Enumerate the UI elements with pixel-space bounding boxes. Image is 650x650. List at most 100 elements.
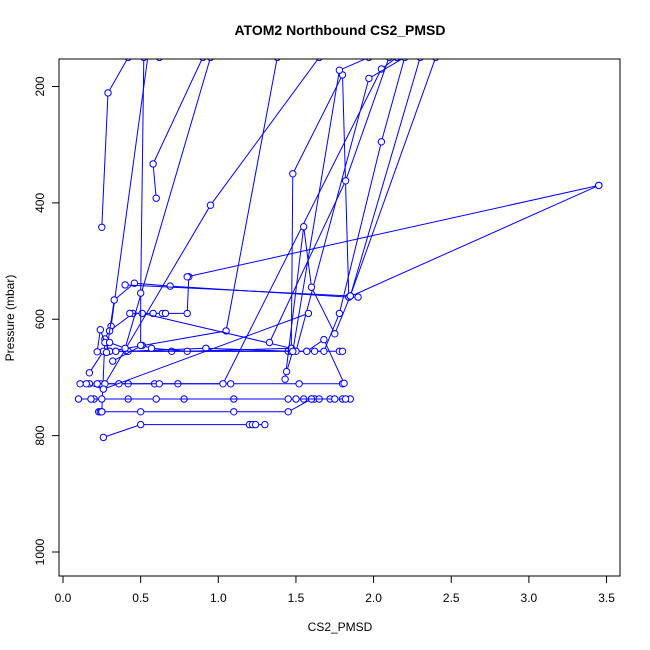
x-tick-label: 2.5 [443, 591, 460, 605]
data-point [289, 170, 297, 178]
data-point [98, 223, 106, 232]
x-tick-label: 3.0 [521, 591, 538, 605]
data-point [112, 347, 120, 355]
x-tick-label: 0.0 [55, 591, 72, 605]
data-point [331, 395, 339, 403]
profile-series [149, 59, 207, 202]
data-point [320, 347, 328, 355]
profile-series [265, 59, 393, 347]
data-point [149, 309, 157, 318]
data-point [149, 160, 157, 168]
data-point [110, 296, 118, 304]
data-point [155, 380, 164, 388]
data-point [98, 408, 106, 416]
data-point [138, 309, 146, 318]
data-point [121, 281, 129, 289]
data-point [227, 380, 235, 388]
data-point [109, 357, 117, 365]
plot-frame [58, 58, 621, 577]
data-point [377, 138, 386, 146]
data-point [341, 395, 350, 403]
data-point [87, 395, 95, 403]
data-point [105, 338, 114, 347]
data-point [310, 347, 319, 355]
x-tick-label: 2.0 [365, 591, 382, 605]
data-point [335, 309, 344, 318]
data-point [261, 420, 269, 429]
data-point [102, 348, 111, 357]
data-point [147, 344, 156, 352]
data-point [98, 395, 106, 403]
profile-series [105, 59, 214, 352]
data-point [320, 335, 328, 344]
data-point [335, 66, 344, 74]
data-point [99, 385, 108, 393]
data-point [96, 326, 105, 334]
data-point [206, 201, 215, 209]
data-point [76, 380, 84, 388]
data-point [152, 194, 160, 202]
data-point [126, 309, 134, 318]
y-tick-label: 800 [33, 425, 47, 445]
data-point [365, 74, 373, 83]
data-point [219, 380, 227, 388]
profile-series [98, 59, 163, 232]
data-point [121, 344, 129, 352]
data-point [183, 273, 191, 281]
y-axis-label: Pressure (mbar) [3, 275, 17, 362]
data-point [289, 347, 297, 355]
data-point [137, 289, 145, 297]
data-point [304, 309, 313, 318]
chart-title: ATOM2 Northbound CS2_PMSD [234, 22, 445, 38]
series-line [101, 59, 128, 228]
data-point [74, 395, 83, 403]
profile-series [82, 309, 313, 393]
data-point [292, 395, 300, 403]
data-point [85, 369, 94, 377]
profile-series [303, 335, 348, 387]
data-point [265, 338, 274, 347]
data-point [303, 347, 311, 355]
data-point [152, 395, 160, 403]
data-point [341, 177, 350, 185]
data-point [331, 330, 339, 338]
data-point [346, 292, 354, 300]
data-point [183, 309, 191, 318]
data-point [251, 420, 260, 429]
series-line [286, 59, 367, 372]
data-point [104, 89, 112, 97]
profile-series [101, 59, 323, 388]
data-point [307, 283, 316, 291]
data-point [295, 380, 303, 388]
series-line [187, 184, 599, 278]
data-point [300, 223, 308, 231]
data-point [230, 408, 238, 416]
profile-series [99, 420, 269, 442]
data-point [99, 433, 108, 442]
data-point [137, 341, 145, 350]
data-point [82, 380, 91, 388]
plot-series [74, 59, 603, 442]
y-tick-label: 400 [33, 193, 47, 213]
data-point [282, 367, 291, 376]
data-point [137, 420, 145, 429]
x-axis-label: CS2_PMSD [308, 620, 373, 634]
x-tick-label: 3.5 [598, 591, 615, 605]
data-point [166, 282, 174, 290]
data-point [340, 379, 348, 387]
data-point [284, 408, 292, 416]
data-point [338, 347, 347, 355]
profile-series [183, 181, 603, 281]
data-point [93, 348, 101, 356]
data-point [595, 181, 603, 190]
y-tick-label: 200 [33, 76, 47, 96]
y-tick-label: 600 [33, 309, 47, 329]
profile-series [87, 395, 350, 403]
x-tick-label: 0.5 [132, 591, 149, 605]
profile-series [93, 59, 401, 388]
series-line [106, 184, 600, 353]
profile-series [137, 59, 148, 350]
data-point [281, 375, 289, 383]
